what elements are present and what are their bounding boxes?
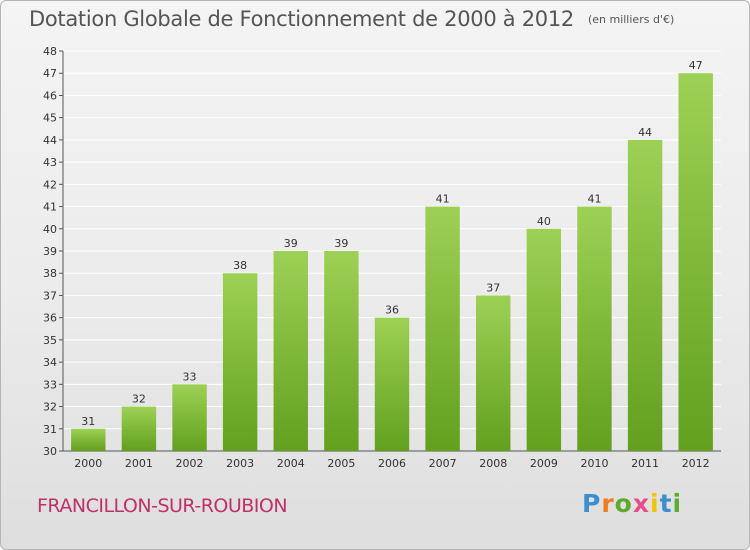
y-tick-label: 45: [43, 112, 57, 125]
data-label: 33: [183, 370, 197, 383]
data-label: 39: [334, 237, 348, 250]
x-tick-label: 2000: [74, 457, 102, 470]
chart-title: Dotation Globale de Fonctionnement de 20…: [29, 7, 574, 31]
bar: [526, 228, 562, 451]
x-tick-label: 2007: [429, 457, 457, 470]
y-tick-label: 41: [43, 201, 57, 214]
y-tick-label: 32: [43, 401, 57, 414]
commune-name: FRANCILLON-SUR-ROUBION: [37, 495, 288, 517]
y-tick-label: 38: [43, 267, 57, 280]
y-tick-label: 36: [43, 312, 57, 325]
logo-letter: P: [582, 489, 602, 518]
logo-letter: x: [632, 489, 650, 518]
logo-letter: i: [672, 489, 683, 518]
y-tick-label: 39: [43, 245, 57, 258]
logo-letter: t: [659, 489, 673, 518]
data-label: 47: [689, 59, 703, 72]
y-tick-label: 43: [43, 156, 57, 169]
data-label: 41: [587, 193, 601, 206]
bar: [577, 206, 612, 451]
data-label: 38: [233, 259, 247, 272]
y-tick-label: 48: [43, 45, 57, 58]
data-label: 36: [385, 304, 399, 317]
data-label: 41: [436, 193, 450, 206]
bar: [121, 406, 157, 451]
x-tick-label: 2011: [631, 457, 659, 470]
x-tick-label: 2006: [378, 457, 406, 470]
y-tick-label: 47: [43, 67, 57, 80]
y-tick-label: 30: [43, 445, 57, 458]
x-tick-label: 2012: [682, 457, 710, 470]
logo-letter: r: [601, 489, 615, 518]
bar: [374, 317, 410, 451]
y-tick-label: 31: [43, 423, 57, 436]
chart-unit: (en milliers d'€): [587, 13, 675, 26]
proxiti-logo: Proxiti: [582, 489, 682, 518]
y-tick-label: 44: [43, 134, 57, 147]
x-tick-label: 2003: [226, 457, 254, 470]
y-tick-label: 42: [43, 178, 57, 191]
y-tick-label: 33: [43, 378, 57, 391]
data-label: 31: [81, 415, 95, 428]
bar: [425, 206, 460, 451]
logo-letter: o: [614, 489, 633, 518]
y-tick-label: 46: [43, 89, 57, 102]
bar: [71, 428, 106, 451]
bar: [627, 139, 663, 451]
bar: [476, 295, 511, 451]
y-tick-label: 35: [43, 334, 57, 347]
x-tick-label: 2004: [277, 457, 305, 470]
x-tick-label: 2001: [125, 457, 153, 470]
bar: [678, 73, 713, 451]
x-tick-label: 2005: [327, 457, 355, 470]
y-tick-label: 34: [43, 356, 57, 369]
x-tick-label: 2009: [530, 457, 558, 470]
x-tick-label: 2008: [479, 457, 507, 470]
bar: [172, 384, 207, 451]
data-label: 39: [284, 237, 298, 250]
bar: [222, 273, 258, 451]
data-label: 37: [486, 281, 500, 294]
data-label: 40: [537, 215, 551, 228]
bar: [273, 251, 308, 451]
x-tick-label: 2010: [580, 457, 608, 470]
y-tick-label: 37: [43, 289, 57, 302]
logo-letter: i: [650, 489, 660, 518]
data-label: 32: [132, 393, 146, 406]
data-label: 44: [638, 126, 652, 139]
y-tick-label: 40: [43, 223, 57, 236]
chart-title-block: Dotation Globale de Fonctionnement de 20…: [29, 7, 674, 31]
bar: [324, 251, 359, 451]
x-tick-label: 2002: [176, 457, 204, 470]
